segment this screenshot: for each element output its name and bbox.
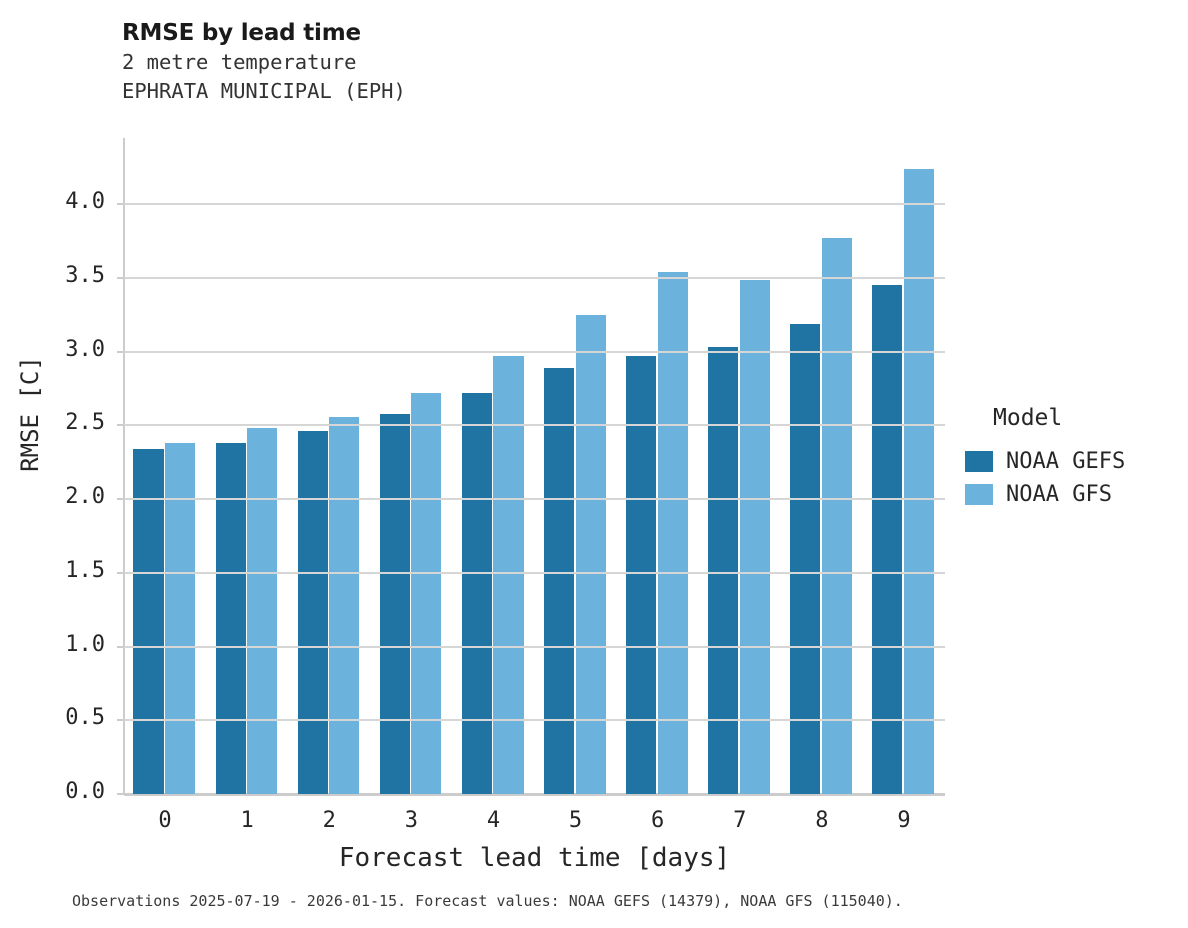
bar [790, 323, 821, 794]
gridline [124, 498, 945, 501]
legend-entries: NOAA GEFS NOAA GFS [965, 445, 1180, 511]
gridline [124, 719, 945, 722]
legend: Model NOAA GEFS NOAA GFS [965, 405, 1180, 511]
y-tick-label: 4.0 [65, 189, 105, 215]
bar [379, 413, 410, 794]
y-tick-label: 0.5 [65, 705, 105, 731]
x-tick-label: 6 [651, 808, 665, 833]
gridline [124, 571, 945, 574]
x-axis-title: Forecast lead time [days] [338, 843, 731, 873]
bar [329, 416, 360, 794]
legend-item[interactable]: NOAA GEFS [965, 445, 1180, 478]
bar [297, 431, 328, 794]
chart-subtitle-station: EPHRATA MUNICIPAL (EPH) [122, 79, 406, 103]
y-tick-mark [117, 645, 124, 648]
y-tick-label: 0.0 [65, 779, 105, 804]
bar [543, 367, 575, 794]
x-axis-spine [124, 793, 945, 796]
bar [575, 314, 606, 794]
x-tick-label: 4 [486, 808, 501, 833]
y-axis-title: RMSE [C] [16, 356, 44, 472]
legend-swatch [965, 451, 993, 472]
gridline [124, 645, 945, 648]
x-tick-label: 8 [815, 808, 829, 833]
bar [626, 356, 657, 794]
gridline [124, 350, 945, 353]
legend-label: NOAA GEFS [1006, 449, 1126, 474]
x-tick-label: 7 [733, 808, 747, 833]
bar [165, 443, 196, 794]
y-tick-mark [117, 277, 124, 280]
y-tick-label: 2.5 [65, 410, 105, 436]
x-tick-label: 0 [158, 808, 172, 833]
y-tick-label: 2.0 [65, 484, 105, 510]
gridline [124, 203, 945, 206]
legend-title: Model [993, 405, 1063, 431]
y-tick-mark [117, 719, 124, 722]
x-tick-label: 9 [897, 808, 911, 833]
y-tick-mark [117, 424, 124, 427]
plot-area [124, 138, 945, 794]
y-tick-mark [117, 203, 124, 206]
bar [247, 428, 278, 794]
bar [739, 279, 770, 794]
y-tick-label: 3.5 [65, 263, 105, 289]
bar [493, 356, 524, 794]
footer-note: Observations 2025-07-19 - 2026-01-15. Fo… [72, 892, 903, 910]
chart-title: RMSE by lead time [122, 20, 361, 46]
legend-swatch [965, 484, 993, 505]
bar [821, 238, 852, 794]
bar [903, 168, 935, 794]
y-tick-label: 3.0 [65, 336, 105, 362]
y-tick-label: 1.5 [65, 557, 105, 583]
y-tick-mark [117, 350, 124, 353]
x-tick-label: 3 [404, 808, 418, 833]
y-tick-mark [117, 571, 124, 574]
chart-header: RMSE by lead time 2 metre temperature EP… [122, 18, 822, 106]
bar [708, 347, 739, 794]
legend-label: NOAA GFS [1006, 482, 1112, 507]
y-axis-spine [123, 138, 125, 795]
bar [133, 449, 164, 794]
bar [872, 285, 903, 794]
y-tick-mark [117, 498, 124, 501]
x-tick-label: 1 [240, 808, 254, 833]
bar [657, 272, 688, 794]
y-tick-mark [117, 793, 124, 795]
y-tick-label: 1.0 [65, 631, 105, 657]
bar [215, 443, 246, 794]
bar [411, 393, 442, 794]
x-tick-label: 2 [322, 808, 336, 833]
bar [461, 393, 492, 794]
x-tick-label: 5 [568, 808, 583, 833]
gridline [124, 424, 945, 427]
chart-subtitle-variable: 2 metre temperature [122, 50, 357, 74]
gridline [124, 277, 945, 280]
legend-item[interactable]: NOAA GFS [965, 478, 1180, 511]
